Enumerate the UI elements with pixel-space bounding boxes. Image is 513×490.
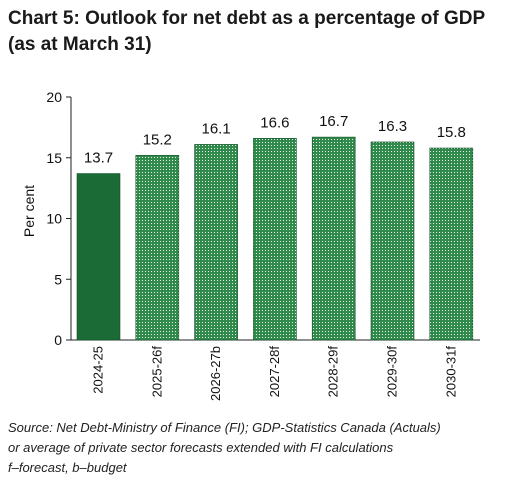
- bar-2026-27b: [194, 144, 238, 341]
- bar-2027-28f: [253, 138, 297, 341]
- value-label: 13.7: [84, 150, 113, 167]
- bar-2025-26f: [135, 155, 180, 341]
- y-axis-label: Per cent: [21, 185, 37, 237]
- chart-title-line2: (as at March 31): [8, 34, 152, 55]
- y-tick-label: 0: [54, 332, 62, 348]
- x-tick-label: 2025-26f: [149, 346, 164, 398]
- value-label: 16.6: [260, 114, 289, 131]
- y-tick-label: 15: [46, 150, 62, 166]
- bar-2030-31f: [429, 147, 474, 341]
- footnote-line: f–forecast, b–budget: [8, 460, 127, 475]
- source-notes: Source: Net Debt-Ministry of Finance (FI…: [8, 418, 508, 478]
- chart-title-line1: Chart 5: Outlook for net debt as a perce…: [8, 8, 486, 29]
- chart-title: Chart 5: Outlook for net debt as a perce…: [8, 6, 508, 58]
- value-label: 16.1: [201, 120, 230, 137]
- x-tick-label: 2024-25: [91, 346, 106, 394]
- y-ticks: 0 5 10 15 20: [46, 89, 71, 348]
- x-tick-label: 2026-27b: [208, 346, 223, 401]
- x-tick-label: 2027-28f: [267, 346, 282, 398]
- x-tick-label: 2030-31f: [443, 346, 458, 398]
- value-label: 16.3: [378, 118, 407, 135]
- value-label: 15.2: [143, 131, 172, 148]
- x-tick-label: 2028-29f: [326, 346, 341, 398]
- y-tick-label: 5: [54, 271, 62, 287]
- bar-2024-25: [76, 173, 121, 341]
- x-tick-label: 2029-30f: [385, 346, 400, 398]
- bar-2028-29f: [311, 136, 356, 341]
- value-label: 16.7: [319, 113, 348, 130]
- source-line2: or average of private sector forecasts e…: [8, 440, 394, 455]
- bars: [76, 136, 474, 341]
- bar-2029-30f: [370, 141, 415, 341]
- bar-chart: Per cent 0 5 10 15 20 13.7 15.2 16.1 16.6 16.7 16…: [21, 89, 480, 401]
- value-label: 15.8: [437, 124, 466, 141]
- x-tick-labels: 2024-25 2025-26f 2026-27b 2027-28f 2028-29f 2…: [91, 346, 459, 401]
- value-labels: 13.7 15.2 16.1 16.6 16.7 16.3 15.8: [84, 113, 466, 166]
- y-tick-label: 10: [46, 211, 62, 227]
- y-tick-label: 20: [46, 89, 62, 105]
- source-line1: Source: Net Debt-Ministry of Finance (FI…: [8, 420, 441, 435]
